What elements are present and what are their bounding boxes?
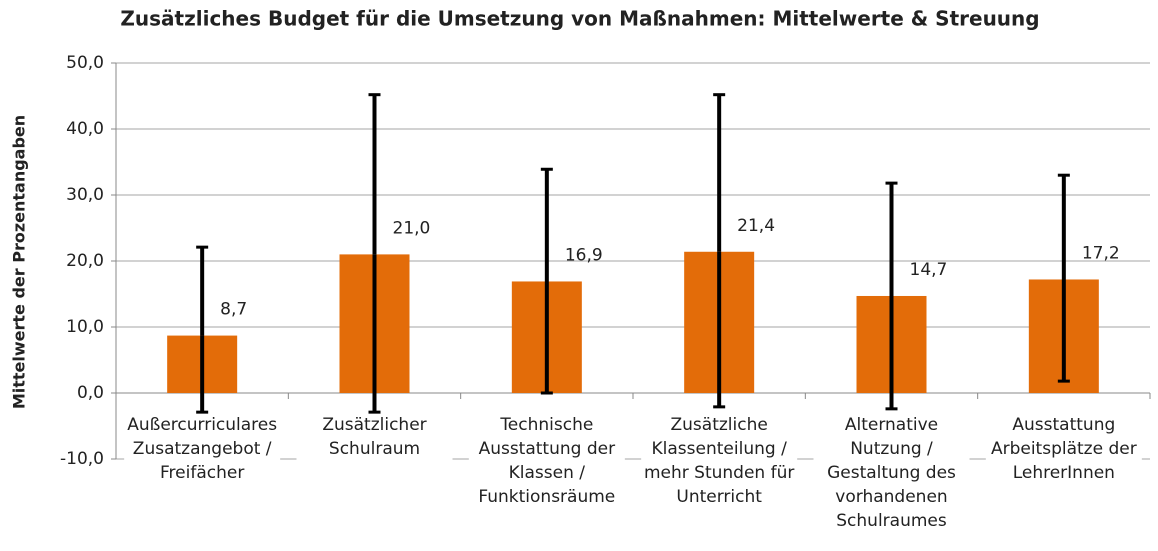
label-bg [641, 411, 798, 511]
x-tick-label: mehr Stunden für [644, 463, 794, 483]
x-tick-label: Ausstattung [1012, 415, 1115, 435]
label-bg [813, 411, 970, 535]
value-label: 21,4 [737, 216, 775, 236]
y-tick-label: 10,0 [66, 317, 104, 337]
label-bg [468, 411, 625, 511]
value-label: 21,0 [393, 218, 431, 238]
y-tick-label: 30,0 [66, 185, 104, 205]
y-tick-label: 50,0 [66, 53, 104, 73]
x-tick-label: Ausstattung der [479, 439, 616, 459]
label-bg [296, 411, 453, 463]
x-tick-label: Unterricht [676, 487, 762, 507]
x-tick-label: Funktionsräume [478, 487, 615, 507]
x-tick-label: Gestaltung des [827, 463, 956, 483]
y-tick-label: 40,0 [66, 119, 104, 139]
x-tick-label: Technische [499, 415, 593, 435]
value-label: 14,7 [910, 260, 948, 280]
x-tick-label: Alternative [845, 415, 938, 435]
chart-title: Zusätzliches Budget für die Umsetzung vo… [120, 7, 1039, 31]
y-tick-label: 20,0 [66, 251, 104, 271]
x-tick-label: Nutzung / [850, 439, 933, 459]
x-tick-label: Schulraum [329, 439, 420, 459]
y-tick-label: 0,0 [77, 383, 104, 403]
x-tick-label: LehrerInnen [1013, 463, 1115, 483]
label-bg [124, 411, 281, 487]
value-label: 8,7 [220, 300, 247, 320]
x-tick-label: Schulraumes [836, 511, 947, 531]
y-tick-label: -10,0 [60, 449, 104, 469]
x-tick-label: Freifächer [160, 463, 244, 483]
x-tick-label: Zusätzliche [671, 415, 768, 435]
x-tick-label: Arbeitsplätze der [991, 439, 1137, 459]
label-bg [985, 411, 1142, 487]
value-label: 17,2 [1082, 243, 1120, 263]
x-tick-label: Klassenteilung / [652, 439, 788, 459]
value-label: 16,9 [565, 245, 603, 265]
x-tick-label: Klassen / [509, 463, 586, 483]
x-tick-label: Außercurriculares [127, 415, 277, 435]
y-axis-title: Mittelwerte der Prozentangaben [10, 115, 29, 409]
x-tick-label: vorhandenen [835, 487, 947, 507]
x-tick-label: Zusätzlicher [322, 415, 426, 435]
x-tick-label: Zusatzangebot / [133, 439, 272, 459]
